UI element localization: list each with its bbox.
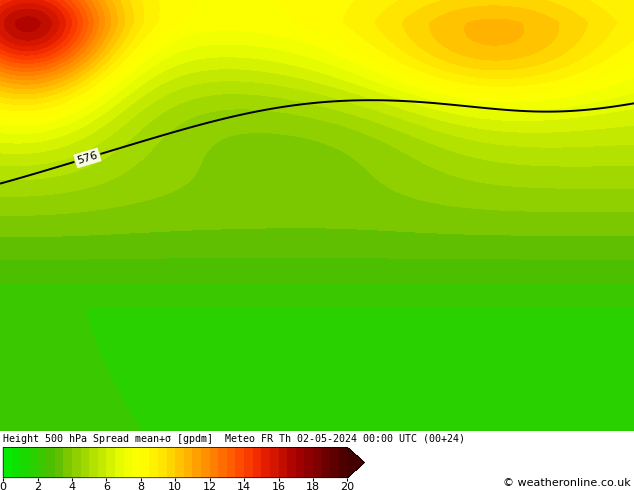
PathPatch shape — [347, 447, 365, 478]
Text: © weatheronline.co.uk: © weatheronline.co.uk — [503, 478, 631, 488]
Text: Height 500 hPa Spread mean+σ [gpdm]  Meteo FR Th 02-05-2024 00:00 UTC (00+24): Height 500 hPa Spread mean+σ [gpdm] Mete… — [3, 435, 465, 444]
Text: 576: 576 — [76, 150, 99, 166]
